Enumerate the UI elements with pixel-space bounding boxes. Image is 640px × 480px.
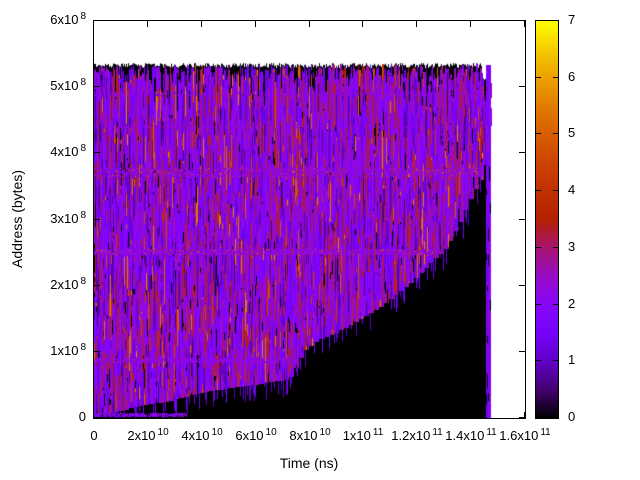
x-tick-bottom <box>201 412 202 418</box>
colorbar-tick-right <box>553 190 558 191</box>
plot-area <box>93 20 526 419</box>
x-tick-label: 8x10 10 <box>289 427 331 443</box>
x-tick-bottom <box>524 412 525 418</box>
colorbar-tick-left <box>536 304 541 305</box>
y-tick-right <box>519 219 525 220</box>
x-tick-label: 1x10 11 <box>342 427 384 443</box>
x-tick-bottom <box>470 412 471 418</box>
colorbar-tick-label: 3 <box>568 239 576 254</box>
y-tick-label: 1x10 8 <box>50 342 86 358</box>
colorbar-tick-label: 0 <box>568 409 576 424</box>
y-tick-left <box>94 219 100 220</box>
exponent: 8 <box>80 11 86 22</box>
y-tick-left <box>94 20 100 21</box>
y-tick-label: 3x10 8 <box>50 210 86 226</box>
y-tick-left <box>94 152 100 153</box>
x-tick-label: 1.2x10 11 <box>391 427 443 443</box>
x-tick-bottom <box>255 412 256 418</box>
exponent: 10 <box>265 427 277 438</box>
exponent: 11 <box>372 427 384 438</box>
colorbar-tick-left <box>536 247 541 248</box>
x-tick-bottom <box>416 412 417 418</box>
y-tick-label: 6x10 8 <box>50 11 86 27</box>
x-tick-bottom <box>147 412 148 418</box>
x-tick-top <box>147 21 148 27</box>
x-axis-title: Time (ns) <box>279 455 339 471</box>
x-tick-label: 1.6x10 11 <box>499 427 551 443</box>
exponent: 8 <box>80 143 86 154</box>
x-tick-bottom <box>362 412 363 418</box>
colorbar-tick-left <box>536 190 541 191</box>
x-tick-label: 1.4x10 11 <box>445 427 497 443</box>
x-tick-label: 4x10 10 <box>181 427 223 443</box>
exponent: 10 <box>319 427 331 438</box>
colorbar-tick-label: 1 <box>568 352 576 367</box>
y-tick-left <box>94 417 100 418</box>
colorbar-tick-label: 5 <box>568 125 576 140</box>
colorbar-tick-right <box>553 77 558 78</box>
colorbar-tick-left <box>536 133 541 134</box>
exponent: 10 <box>157 427 169 438</box>
x-tick-bottom <box>93 412 94 418</box>
y-tick-right <box>519 152 525 153</box>
x-tick-top <box>309 21 310 27</box>
y-tick-label: 5x10 8 <box>50 77 86 93</box>
x-tick-top <box>524 21 525 27</box>
y-tick-label: 2x10 8 <box>50 276 86 292</box>
exponent: 11 <box>540 427 551 438</box>
x-tick-label: 2x10 10 <box>127 427 169 443</box>
x-tick-top <box>470 21 471 27</box>
colorbar-tick-label: 2 <box>568 296 576 311</box>
y-tick-right <box>519 285 525 286</box>
colorbar-tick-label: 6 <box>568 69 576 84</box>
colorbar-tick-right <box>553 247 558 248</box>
exponent: 8 <box>80 210 86 221</box>
colorbar-tick-left <box>536 360 541 361</box>
y-tick-right <box>519 417 525 418</box>
colorbar <box>535 20 559 419</box>
colorbar-tick-label: 7 <box>568 12 576 27</box>
x-tick-top <box>362 21 363 27</box>
x-tick-label: 6x10 10 <box>235 427 277 443</box>
exponent: 8 <box>80 77 86 88</box>
exponent: 8 <box>80 342 86 353</box>
colorbar-tick-right <box>553 133 558 134</box>
exponent: 11 <box>486 427 497 438</box>
x-tick-top <box>255 21 256 27</box>
colorbar-tick-left <box>536 77 541 78</box>
y-tick-left <box>94 351 100 352</box>
x-tick-top <box>416 21 417 27</box>
x-tick-label: 0 <box>90 428 98 443</box>
y-tick-label: 0 <box>78 409 86 424</box>
exponent: 10 <box>211 427 223 438</box>
y-tick-right <box>519 351 525 352</box>
x-tick-bottom <box>309 412 310 418</box>
exponent: 11 <box>432 427 443 438</box>
y-tick-right <box>519 86 525 87</box>
exponent: 8 <box>80 276 86 287</box>
y-tick-left <box>94 285 100 286</box>
heatmap-canvas <box>94 21 525 418</box>
y-tick-label: 4x10 8 <box>50 143 86 159</box>
y-tick-left <box>94 86 100 87</box>
x-tick-top <box>201 21 202 27</box>
x-tick-top <box>93 21 94 27</box>
colorbar-tick-right <box>553 360 558 361</box>
y-tick-right <box>519 20 525 21</box>
colorbar-tick-right <box>553 304 558 305</box>
colorbar-tick-label: 4 <box>568 182 576 197</box>
